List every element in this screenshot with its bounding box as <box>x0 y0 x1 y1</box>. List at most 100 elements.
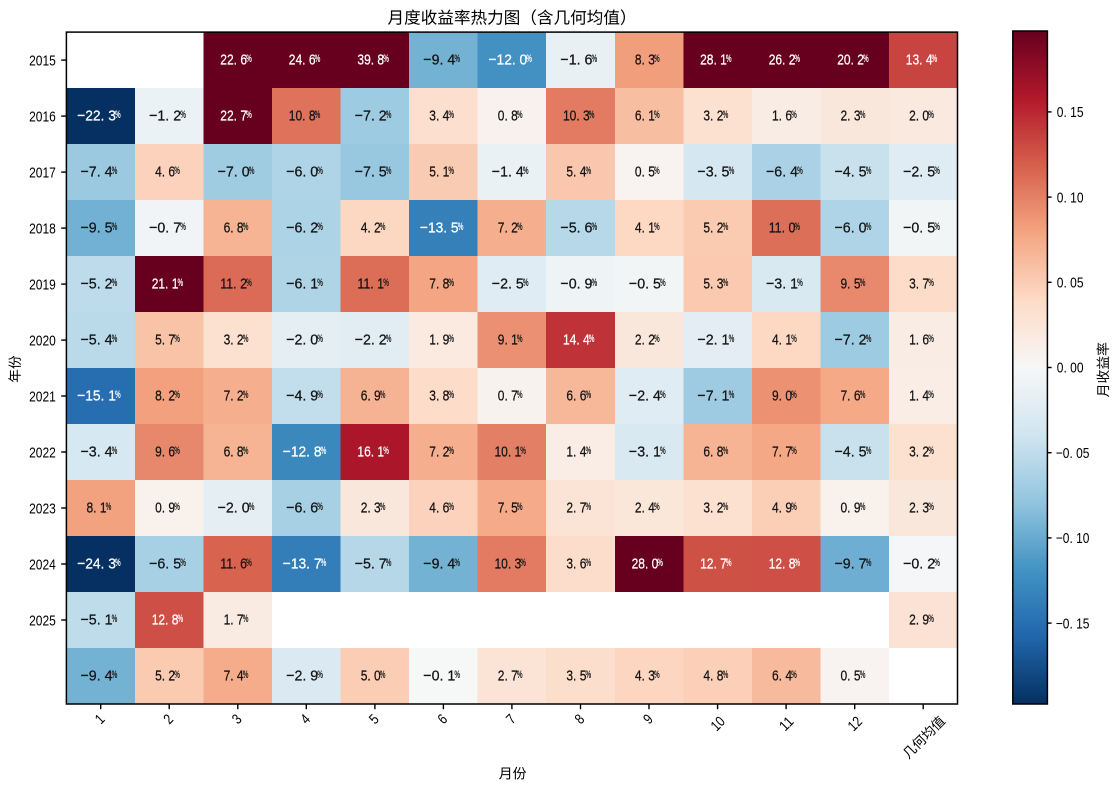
svg-text:2. 2: 2. 2 <box>635 332 655 349</box>
svg-text:8. 3: 8. 3 <box>635 52 655 69</box>
svg-text:20. 2: 20. 2 <box>837 52 864 69</box>
svg-text:9. 1: 9. 1 <box>498 332 518 349</box>
svg-text:3. 2: 3. 2 <box>909 444 929 461</box>
svg-text:%: % <box>243 389 249 401</box>
svg-text:%: % <box>380 669 386 681</box>
svg-text:%: % <box>386 557 392 569</box>
svg-text:−0. 15: −0. 15 <box>1056 616 1090 632</box>
svg-text:−5. 2: −5. 2 <box>81 276 113 293</box>
svg-text:%: % <box>321 557 327 569</box>
svg-text:0. 05: 0. 05 <box>1057 276 1084 292</box>
svg-text:1. 6: 1. 6 <box>772 108 792 125</box>
svg-text:%: % <box>794 221 800 233</box>
svg-text:%: % <box>112 277 118 289</box>
svg-text:%: % <box>523 165 529 177</box>
svg-text:%: % <box>180 109 186 121</box>
svg-text:5. 4: 5. 4 <box>566 164 586 181</box>
svg-text:−2. 2: −2. 2 <box>355 332 387 349</box>
svg-text:−5. 4: −5. 4 <box>81 332 113 349</box>
svg-text:%: % <box>243 445 249 457</box>
svg-text:0. 00: 0. 00 <box>1057 361 1084 377</box>
svg-text:%: % <box>860 277 866 289</box>
svg-text:−2. 5: −2. 5 <box>903 164 935 181</box>
svg-text:2024: 2024 <box>29 558 56 574</box>
svg-text:%: % <box>458 221 464 233</box>
svg-text:−12. 0: −12. 0 <box>489 52 528 69</box>
svg-text:−6. 1: −6. 1 <box>286 276 318 293</box>
svg-text:%: % <box>454 53 460 65</box>
svg-text:%: % <box>454 669 460 681</box>
svg-text:%: % <box>586 445 592 457</box>
svg-text:7. 8: 7. 8 <box>429 276 449 293</box>
svg-text:%: % <box>106 501 112 513</box>
svg-text:%: % <box>657 557 663 569</box>
svg-text:%: % <box>660 445 666 457</box>
svg-text:−9. 7: −9. 7 <box>835 556 867 573</box>
svg-text:%: % <box>243 669 249 681</box>
svg-text:7. 6: 7. 6 <box>841 388 861 405</box>
svg-text:1. 7: 1. 7 <box>224 612 244 629</box>
svg-text:%: % <box>860 389 866 401</box>
svg-text:26. 2: 26. 2 <box>769 52 796 69</box>
svg-text:%: % <box>791 445 797 457</box>
svg-text:6. 4: 6. 4 <box>772 668 792 685</box>
svg-text:%: % <box>115 109 121 121</box>
svg-text:3. 2: 3. 2 <box>703 500 723 517</box>
svg-text:−2. 4: −2. 4 <box>629 388 661 405</box>
svg-text:%: % <box>729 333 735 345</box>
svg-text:2017: 2017 <box>29 166 56 182</box>
svg-text:%: % <box>178 277 184 289</box>
svg-text:%: % <box>520 445 526 457</box>
svg-text:%: % <box>517 221 523 233</box>
svg-text:9. 0: 9. 0 <box>772 388 792 405</box>
svg-text:%: % <box>654 501 660 513</box>
svg-text:5. 2: 5. 2 <box>155 668 175 685</box>
svg-text:−2. 5: −2. 5 <box>492 276 524 293</box>
svg-text:−3. 5: −3. 5 <box>697 164 729 181</box>
svg-text:−3. 4: −3. 4 <box>81 444 113 461</box>
svg-text:6. 9: 6. 9 <box>361 388 381 405</box>
svg-text:%: % <box>934 221 940 233</box>
svg-text:−7. 4: −7. 4 <box>81 164 113 181</box>
svg-text:%: % <box>321 445 327 457</box>
svg-text:%: % <box>934 557 940 569</box>
svg-text:%: % <box>383 277 389 289</box>
svg-text:−6. 4: −6. 4 <box>766 164 798 181</box>
svg-text:%: % <box>586 165 592 177</box>
svg-text:%: % <box>317 165 323 177</box>
svg-text:%: % <box>448 501 454 513</box>
svg-text:7. 2: 7. 2 <box>224 388 244 405</box>
svg-text:%: % <box>180 557 186 569</box>
svg-text:%: % <box>866 221 872 233</box>
svg-text:%: % <box>386 109 392 121</box>
svg-text:5. 1: 5. 1 <box>429 164 449 181</box>
svg-text:−7. 0: −7. 0 <box>218 164 250 181</box>
svg-text:%: % <box>517 389 523 401</box>
svg-text:%: % <box>654 109 660 121</box>
svg-text:%: % <box>243 221 249 233</box>
svg-text:28. 0: 28. 0 <box>632 556 659 573</box>
svg-text:−7. 2: −7. 2 <box>835 332 867 349</box>
svg-text:2. 4: 2. 4 <box>635 500 655 517</box>
svg-text:%: % <box>180 221 186 233</box>
svg-text:%: % <box>448 165 454 177</box>
svg-text:%: % <box>723 277 729 289</box>
svg-text:%: % <box>723 221 729 233</box>
svg-text:2. 3: 2. 3 <box>909 500 929 517</box>
svg-text:%: % <box>246 557 252 569</box>
svg-text:9. 5: 9. 5 <box>841 276 861 293</box>
svg-text:−9. 4: −9. 4 <box>81 668 113 685</box>
svg-text:%: % <box>380 389 386 401</box>
svg-text:−13. 5: −13. 5 <box>420 220 459 237</box>
svg-text:−0. 5: −0. 5 <box>903 220 935 237</box>
svg-text:3. 6: 3. 6 <box>566 556 586 573</box>
svg-text:1. 4: 1. 4 <box>909 388 929 405</box>
svg-text:%: % <box>448 109 454 121</box>
svg-text:%: % <box>317 333 323 345</box>
svg-text:%: % <box>586 669 592 681</box>
svg-text:7. 2: 7. 2 <box>498 220 518 237</box>
svg-text:−9. 4: −9. 4 <box>423 556 455 573</box>
svg-text:%: % <box>174 389 180 401</box>
svg-text:−0. 7: −0. 7 <box>149 220 181 237</box>
svg-text:%: % <box>723 109 729 121</box>
